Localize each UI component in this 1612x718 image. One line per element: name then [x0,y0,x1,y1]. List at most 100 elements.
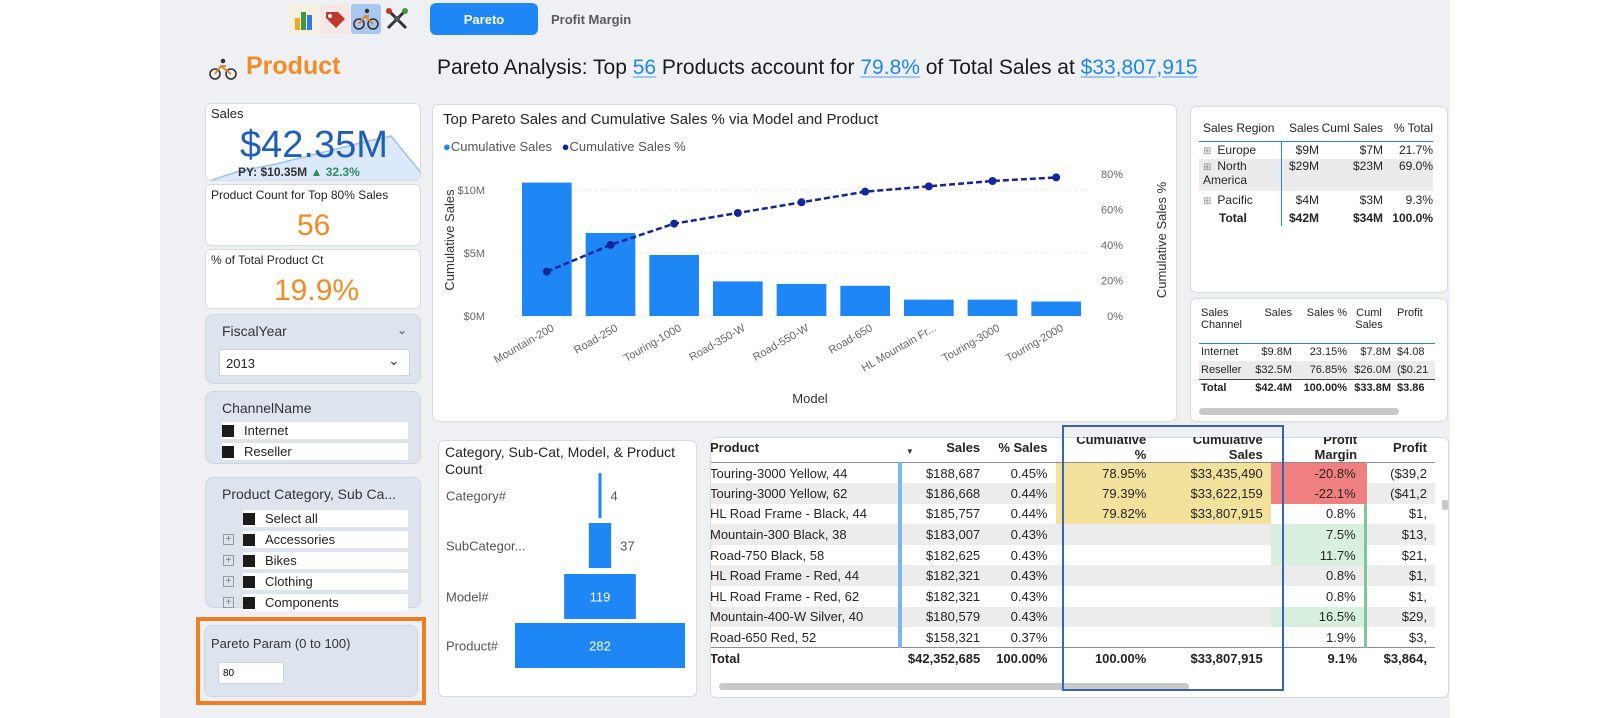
legend-marker-bar: ● [443,139,451,154]
col-header-cum-pct[interactable]: Cumulative % [1055,437,1155,463]
cell-cum-pct [1055,565,1155,587]
vertical-scrollbar[interactable] [1442,500,1448,510]
region-header-pct[interactable]: % Total [1393,120,1433,135]
sort-desc-icon[interactable]: ▼ [905,447,914,456]
horizontal-scrollbar[interactable] [1199,408,1399,415]
y-tick-label: $5M [464,248,485,260]
bar-5 [776,283,827,316]
region-table-card[interactable]: Sales Region Sales Cuml Sales % Total ⊞ E… [1190,106,1448,293]
funnel-card[interactable]: Category, Sub-Cat, Model, & Product Coun… [438,440,697,697]
product-table-viewport: Product Sales ▼ % Sales Cumulative % Cumu… [711,437,1444,694]
expand-plus-icon[interactable]: + [223,555,234,566]
expand-plus-icon[interactable]: ⊞ [1203,162,1212,173]
checkbox-icon[interactable] [243,554,255,567]
table-row[interactable]: Internet $9.8M 23.15% $7.8M $4.08 [1201,346,1425,359]
checkbox-icon[interactable] [222,424,234,437]
chevron-down-icon[interactable]: ⌄ [397,323,408,337]
pareto-param-input[interactable] [218,662,284,684]
cell-pm: -22.1% [1270,483,1366,504]
checkbox-icon[interactable] [243,596,255,609]
cyclist-icon[interactable] [351,4,381,34]
expand-plus-icon[interactable]: + [223,597,234,608]
bar-8 [967,299,1018,316]
channel-slicer[interactable]: ChannelName Internet Reseller [205,391,421,464]
cogs-icon[interactable] [382,4,412,34]
channel-title: ChannelName [222,400,312,416]
channel-table-card[interactable]: Sales Channel Sales Sales % Cuml Sales P… [1190,298,1448,422]
cell-profit: $1, [1363,503,1435,525]
col-header-sales[interactable]: Sales ▼ [899,437,989,463]
col-header-cum-sales[interactable]: Cumulative Sales [1154,437,1271,463]
total-cum-pct: 100.00% [1055,647,1155,669]
tab-pareto[interactable]: Pareto [430,3,538,35]
cell-pct: 0.43% [988,524,1056,545]
table-row[interactable]: Mountain-400-W Silver, 40 $180,579 0.43% 16… [711,606,1435,628]
funnel-value-label: 119 [590,590,611,605]
channel-header-channel[interactable]: Sales Channel [1201,307,1242,331]
bar-7 [904,299,954,316]
cell-cum-sales [1154,606,1271,628]
discount-tag-icon[interactable] [320,4,350,34]
cell-pm: -20.8% [1270,462,1366,484]
cell-pct: 0.43% [1010,547,1048,563]
table-row[interactable]: ⊞ Europe $9M $7M 21.7% [1199,141,1433,159]
table-row[interactable]: Touring-3000 Yellow, 62 $186,668 0.44% 79.3… [711,483,1435,504]
pct-total-card[interactable]: % of Total Product Ct 19.9% [205,249,421,309]
channel-header-sales[interactable]: Sales [1264,307,1292,319]
fiscal-year-slicer[interactable]: FiscalYear ⌄ 2013 ⌄ [205,314,421,384]
cell-pm: 7.5% [1270,524,1366,545]
channel-header-pct[interactable]: Sales % [1306,307,1347,319]
category-slicer[interactable]: Product Category, Sub Ca... Select all +… [205,477,421,611]
sales-kpi-card[interactable]: Sales $42.35M PY: $10.35M ▲ 32.3% [205,103,421,181]
sales-icon[interactable] [289,4,319,34]
cell-profit: $21, [1363,544,1435,566]
pareto-headline: Pareto Analysis: Top 56 Products account… [437,56,1198,79]
checkbox-icon[interactable] [243,512,255,525]
checkbox-icon[interactable] [222,445,234,458]
col-header-product[interactable]: Product [711,437,900,463]
pareto-param-slicer[interactable]: Pareto Param (0 to 100) [204,625,418,697]
cell-product: HL Road Frame - Red, 44 [711,565,900,587]
table-row[interactable]: Mountain-300 Black, 38 $183,007 0.43% 7.5% $… [711,524,1435,545]
region-header-sales[interactable]: Sales [1288,120,1319,135]
product-count-card[interactable]: Product Count for Top 80% Sales 56 [205,184,421,246]
table-row[interactable]: Touring-3000 Yellow, 44 $188,687 0.45% 78.9… [711,462,1435,484]
expand-plus-icon[interactable]: + [223,576,234,587]
region-header-cuml[interactable]: Cuml Sales [1321,120,1383,135]
channel-header-cuml[interactable]: Cuml Sales [1355,307,1383,331]
pareto-chart-card[interactable]: Top Pareto Sales and Cumulative Sales % … [432,104,1177,422]
x-tick-label: Road-550-W [751,322,812,364]
expand-plus-icon[interactable]: ⊞ [1203,146,1212,158]
table-row[interactable]: ⊞ North America $29M $23M 69.0% [1199,159,1433,191]
channel-option-internet[interactable]: Internet [222,422,408,439]
table-row[interactable]: HL Road Frame - Red, 44 $182,321 0.43% 0.8%… [711,565,1435,587]
x-tick-label: Road-350-W [687,322,748,364]
category-option-clothing[interactable]: Clothing [243,573,408,590]
table-row[interactable]: Road-750 Black, 58 $182,625 0.43% 11.7% $21, [711,544,1435,566]
table-row[interactable]: Reseller $32.5M 76.85% $26.0M ($0.21 [1199,361,1435,379]
col-header-profit-margin[interactable]: Profit Margin [1270,437,1366,463]
table-row[interactable]: HL Road Frame - Black, 44 $185,757 0.44% 79… [711,503,1435,525]
channel-option-reseller[interactable]: Reseller [222,443,408,460]
expand-plus-icon[interactable]: ⊞ [1203,196,1212,207]
table-row[interactable]: HL Road Frame - Red, 62 $182,321 0.43% 0.8%… [711,586,1435,607]
col-header-pct-sales[interactable]: % Sales [988,437,1056,463]
cell-product: HL Road Frame - Red, 62 [711,588,860,604]
category-option-components[interactable]: Components [243,594,408,611]
table-row[interactable]: ⊞ Pacific $4M $3M 9.3% [1203,191,1433,209]
expand-plus-icon[interactable]: + [223,534,234,545]
category-option-accessories[interactable]: Accessories [243,531,408,548]
category-option-select-all[interactable]: Select all [243,510,408,527]
fiscal-year-dropdown[interactable]: 2013 ⌄ [219,349,410,376]
region-header-region[interactable]: Sales Region [1203,120,1275,135]
tab-profit-margin[interactable]: Profit Margin [551,12,632,27]
y-tick-label: $10M [457,185,485,197]
table-row[interactable]: Road-650 Red, 52 $158,321 0.37% 1.9% $3, [711,627,1435,648]
channel-header-profit[interactable]: Profit [1397,307,1423,319]
headline-total: $33,807,915 [1080,56,1198,79]
horizontal-scrollbar[interactable] [719,683,1189,690]
category-option-bikes[interactable]: Bikes [243,552,408,569]
col-header-profit[interactable]: Profit [1365,437,1435,463]
checkbox-icon[interactable] [243,575,255,588]
checkbox-icon[interactable] [243,533,255,546]
